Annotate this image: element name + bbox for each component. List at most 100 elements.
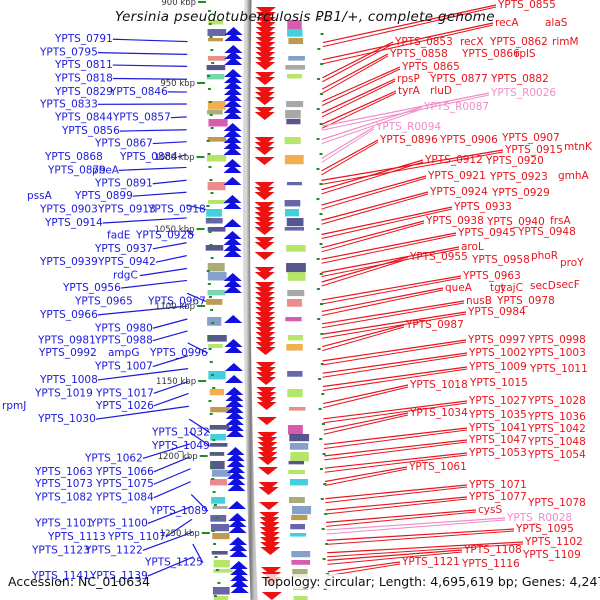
gene-label[interactable]: pheA [92,164,120,176]
gene-label[interactable]: YPTS_1036 [527,411,586,423]
gene-label[interactable]: YPTS_1084 [95,492,154,504]
gene-label[interactable]: YPTS_0912 [424,154,483,166]
rna-label[interactable]: YPTS_R0094 [375,121,441,133]
gene-label[interactable]: pssA [27,190,53,202]
gene-label[interactable]: YPTS_0866 [461,48,520,60]
gene-label[interactable]: YPTS_1009 [468,361,527,373]
gene-label[interactable]: YPTS_0858 [389,48,448,60]
gene-label[interactable]: queA [445,282,473,294]
gene-label[interactable]: YPTS_1107 [107,531,166,543]
gene-label[interactable]: YPTS_1019 [34,387,93,399]
gene-label[interactable]: YPTS_1062 [84,452,143,464]
gene-label[interactable]: YPTS_0818 [54,72,113,84]
gene-label[interactable]: YPTS_1063 [34,466,93,478]
gene-label[interactable]: YPTS_0899 [74,190,133,202]
gene-label[interactable]: YPTS_1061 [408,461,467,473]
gene-label[interactable]: YPTS_1095 [515,523,574,535]
gene-label[interactable]: secF [556,279,580,291]
gene-label[interactable]: YPTS_0906 [439,134,498,146]
gene-label[interactable]: YPTS_1089 [149,505,208,517]
gene-label[interactable]: YPTS_1071 [468,479,527,491]
gene-label[interactable]: YPTS_0877 [429,73,488,85]
gene-label[interactable]: tgt [490,282,505,294]
gene-label[interactable]: cysS [478,504,502,516]
gene-label[interactable]: YPTS_0978 [496,295,555,307]
gene-label[interactable]: YPTS_0948 [517,226,576,238]
gene-label[interactable]: phoR [531,250,558,262]
gene-label[interactable]: YPTS_0938 [425,215,484,227]
gene-label[interactable]: YPTS_1030 [37,413,96,425]
rna-label[interactable]: YPTS_R0028 [506,512,572,524]
gene-label[interactable]: aroL [461,241,484,253]
gene-label[interactable]: YPTS_0992 [38,347,97,359]
gene-label[interactable]: YPTS_0914 [44,217,103,229]
gene-label[interactable]: YPTS_0891 [94,178,153,190]
gene-label[interactable]: YPTS_1015 [469,377,528,389]
gene-label[interactable]: proY [560,257,584,269]
gene-label[interactable]: YPTS_0945 [457,227,516,239]
gene-label[interactable]: YPTS_1077 [468,491,527,503]
gene-label[interactable]: YPTS_0811 [54,59,113,71]
gene-label[interactable]: yajC [500,282,523,294]
gene-label[interactable]: rdgC [113,270,138,282]
gene-label[interactable]: YPTS_0942 [97,256,156,268]
gene-label[interactable]: YPTS_0879 [47,164,106,176]
gene-label[interactable]: YPTS_0997 [467,334,526,346]
gene-label[interactable]: YPTS_1028 [527,395,586,407]
gene-label[interactable]: YPTS_0884 [119,151,178,163]
gene-label[interactable]: YPTS_1102 [524,536,583,548]
gene-label[interactable]: YPTS_1018 [409,379,468,391]
gene-label[interactable]: YPTS_0918 [147,204,206,216]
gene-label[interactable]: rpsP [397,73,420,85]
rna-label[interactable]: YPTS_R0087 [423,101,489,113]
gene-label[interactable]: YPTS_1007 [94,361,153,373]
gene-label[interactable]: YPTS_0882 [490,73,549,85]
gene-label[interactable]: YPTS_0844 [54,112,113,124]
gene-label[interactable]: rplS [515,48,536,60]
gene-label[interactable]: YPTS_0998 [527,334,586,346]
gene-label[interactable]: tyrA [398,85,421,97]
gene-label[interactable]: YPTS_1047 [468,434,527,446]
gene-label[interactable]: rimM [552,36,579,48]
gene-label[interactable]: recX [460,36,484,48]
gene-label[interactable]: YPTS_1123 [31,544,90,556]
gene-label[interactable]: YPTS_0833 [39,98,98,110]
gene-label[interactable]: YPTS_0933 [453,201,512,213]
gene-label[interactable]: YPTS_0967 [147,295,206,307]
gene-label[interactable]: YPTS_1027 [468,395,527,407]
gene-label[interactable]: YPTS_0958 [471,254,530,266]
gene-label[interactable]: YPTS_1122 [84,544,143,556]
gene-label[interactable]: YPTS_0923 [489,171,548,183]
gene-label[interactable]: secD [530,280,556,292]
gene-label[interactable]: YPTS_0867 [94,138,153,150]
gene-label[interactable]: YPTS_0939 [39,256,98,268]
gene-label[interactable]: YPTS_1101 [34,517,93,529]
gene-label[interactable]: YPTS_1026 [95,400,154,412]
gene-label[interactable]: YPTS_1042 [527,423,586,435]
gene-label[interactable]: YPTS_1035 [468,409,527,421]
gene-label[interactable]: YPTS_1053 [468,447,527,459]
gene-label[interactable]: YPTS_0896 [379,134,438,146]
gene-label[interactable]: YPTS_1049 [151,440,210,452]
gene-label[interactable]: YPTS_0865 [401,61,460,73]
rna-label[interactable]: YPTS_R0026 [490,87,556,99]
gene-label[interactable]: alaS [545,17,568,29]
gene-label[interactable]: YPTS_1109 [522,549,581,561]
gene-label[interactable]: YPTS_0915 [504,144,563,156]
gene-label[interactable]: YPTS_0829 [54,86,113,98]
gene-label[interactable]: YPTS_1017 [95,387,154,399]
gene-label[interactable]: YPTS_1073 [34,478,93,490]
gene-label[interactable]: YPTS_0868 [44,151,103,163]
gene-label[interactable]: gmhA [558,170,590,182]
gene-label[interactable]: YPTS_0857 [112,112,171,124]
gene-label[interactable]: YPTS_0913 [97,204,156,216]
gene-label[interactable]: rpmJ [2,400,26,412]
gene-label[interactable]: YPTS_1034 [409,407,468,419]
gene-label[interactable]: YPTS_0907 [501,132,560,144]
gene-label[interactable]: YPTS_1011 [529,363,588,375]
gene-label[interactable]: YPTS_1066 [95,466,154,478]
gene-label[interactable]: YPTS_0853 [394,36,453,48]
gene-label[interactable]: YPTS_0795 [39,47,98,59]
gene-label[interactable]: nusB [466,295,492,307]
gene-label[interactable]: YPTS_0988 [94,335,153,347]
